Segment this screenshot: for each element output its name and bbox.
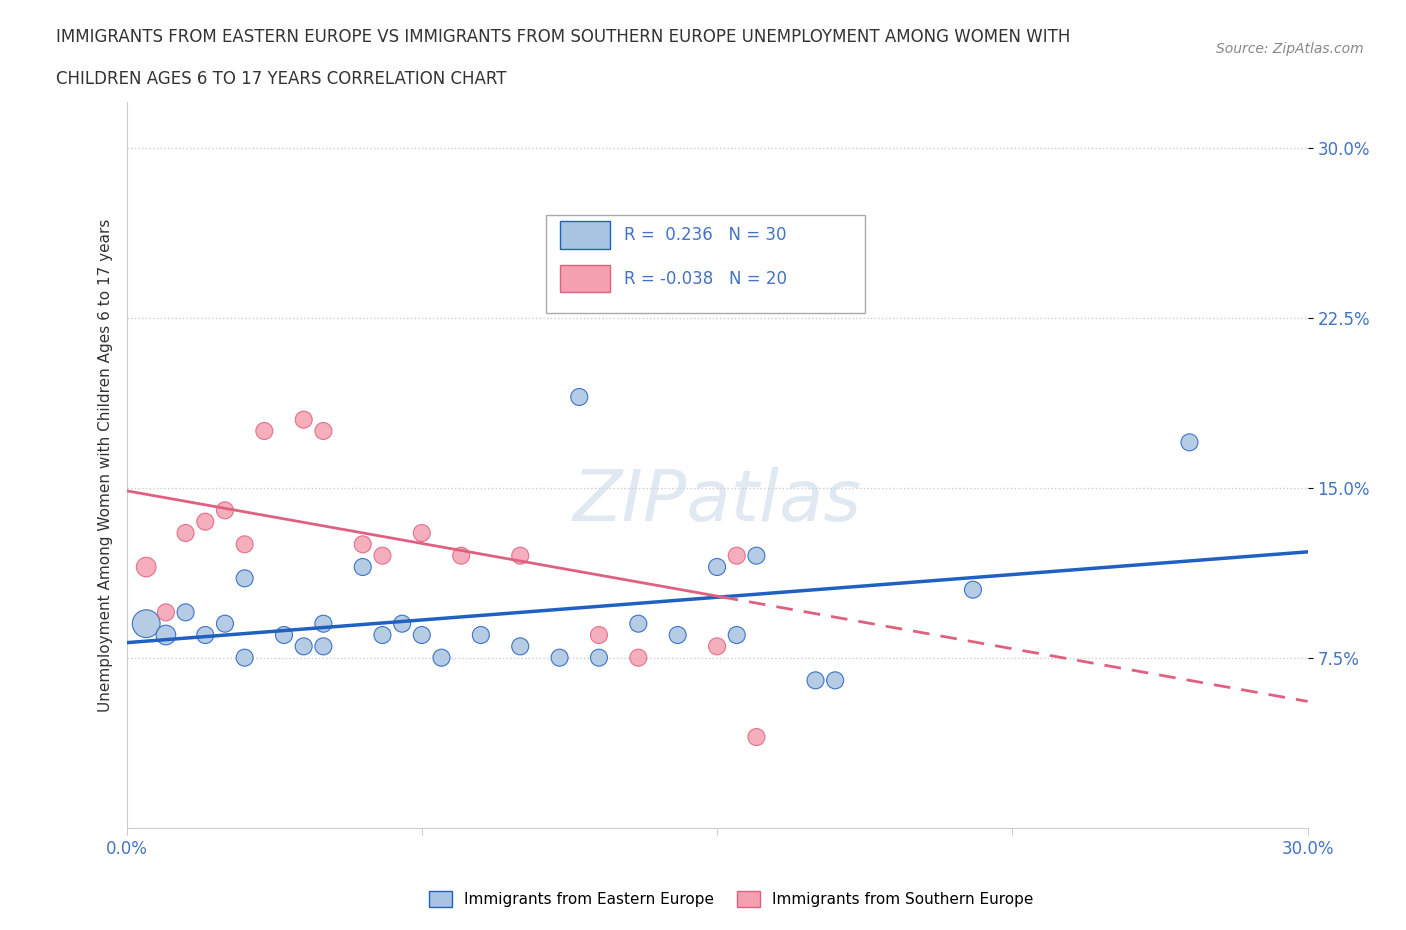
Point [352, 537, 374, 551]
Point [666, 628, 689, 643]
Point [174, 525, 197, 540]
Legend: Immigrants from Eastern Europe, Immigrants from Southern Europe: Immigrants from Eastern Europe, Immigran… [423, 884, 1039, 913]
Point [312, 423, 335, 438]
Point [371, 628, 394, 643]
Text: IMMIGRANTS FROM EASTERN EUROPE VS IMMIGRANTS FROM SOUTHERN EUROPE UNEMPLOYMENT A: IMMIGRANTS FROM EASTERN EUROPE VS IMMIGR… [56, 28, 1070, 46]
Point [725, 549, 748, 564]
Point [745, 549, 768, 564]
Point [292, 412, 315, 427]
Point [214, 617, 236, 631]
Point [135, 560, 157, 575]
Point [588, 628, 610, 643]
Point [430, 650, 453, 665]
Point [233, 650, 256, 665]
Point [804, 673, 827, 688]
Point [411, 525, 433, 540]
Point [548, 650, 571, 665]
Point [312, 639, 335, 654]
Point [568, 390, 591, 405]
Point [292, 639, 315, 654]
Point [233, 571, 256, 586]
Point [135, 617, 157, 631]
Point [824, 673, 846, 688]
Point [312, 617, 335, 631]
Point [627, 617, 650, 631]
Point [1178, 435, 1201, 450]
Point [509, 639, 531, 654]
Text: R =  0.236   N = 30: R = 0.236 N = 30 [624, 226, 786, 244]
Point [725, 628, 748, 643]
Point [174, 604, 197, 619]
Point [627, 650, 650, 665]
Point [214, 503, 236, 518]
Point [233, 537, 256, 551]
FancyBboxPatch shape [546, 215, 865, 312]
Point [371, 549, 394, 564]
Text: CHILDREN AGES 6 TO 17 YEARS CORRELATION CHART: CHILDREN AGES 6 TO 17 YEARS CORRELATION … [56, 70, 506, 87]
Point [391, 617, 413, 631]
Text: ZIPatlas: ZIPatlas [572, 467, 862, 536]
Point [548, 276, 571, 291]
Point [273, 628, 295, 643]
FancyBboxPatch shape [560, 221, 610, 249]
Point [588, 650, 610, 665]
Point [962, 582, 984, 597]
Y-axis label: Unemployment Among Women with Children Ages 6 to 17 years: Unemployment Among Women with Children A… [97, 219, 112, 711]
Point [194, 514, 217, 529]
Point [155, 628, 177, 643]
Point [706, 560, 728, 575]
Point [253, 423, 276, 438]
Point [745, 729, 768, 744]
FancyBboxPatch shape [560, 265, 610, 292]
Point [470, 628, 492, 643]
Point [155, 604, 177, 619]
Text: R = -0.038   N = 20: R = -0.038 N = 20 [624, 270, 787, 287]
Text: Source: ZipAtlas.com: Source: ZipAtlas.com [1216, 42, 1364, 56]
Point [706, 639, 728, 654]
Point [450, 549, 472, 564]
Point [194, 628, 217, 643]
Point [509, 549, 531, 564]
Point [411, 628, 433, 643]
Point [352, 560, 374, 575]
